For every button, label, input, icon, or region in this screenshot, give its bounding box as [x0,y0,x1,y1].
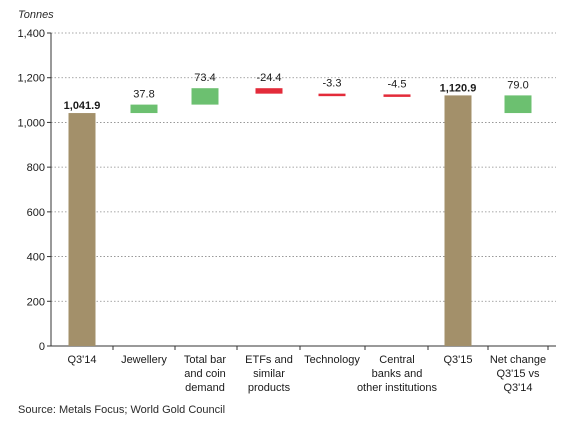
bar-2 [191,88,219,105]
x-tick-label-3-2: products [248,382,291,394]
data-label-3: -24.4 [256,72,281,84]
bar-4 [318,93,346,97]
data-label-2: 73.4 [194,72,215,84]
y-tick-label: 1,000 [17,117,45,129]
bar-7 [504,95,532,114]
source-note: Source: Metals Focus; World Gold Council [18,404,226,416]
y-tick-label: 600 [27,207,45,219]
bar-3 [255,88,283,94]
x-tick-label-2-0: Total bar [184,354,227,366]
x-tick-label-7-0: Net change [490,354,546,366]
data-label-7: 79.0 [507,79,528,91]
x-tick-label-5-2: other institutions [357,382,438,394]
bar-5 [383,94,411,97]
y-axis-unit-label: Tonnes [18,9,54,21]
x-tick-label-5-0: Central [379,354,414,366]
data-label-4: -3.3 [323,78,342,90]
data-label-5: -4.5 [388,78,407,90]
y-tick-label: 800 [27,162,45,174]
x-tick-label-7-1: Q3'15 vs [496,368,540,380]
y-tick-label: 1,400 [17,28,45,40]
x-tick-label-3-1: similar [253,368,285,380]
data-label-0: 1,041.9 [64,100,101,112]
data-label-1: 37.8 [133,89,154,101]
data-label-6: 1,120.9 [440,82,477,94]
y-tick-label: 0 [39,341,45,353]
x-tick-label-1-0: Jewellery [121,354,167,366]
bar-6 [444,95,472,346]
x-tick-label-7-2: Q3'14 [503,382,532,394]
x-tick-label-3-0: ETFs and [245,354,293,366]
x-tick-label-0-0: Q3'14 [67,354,96,366]
x-tick-label-5-1: banks and [372,368,423,380]
y-tick-label: 400 [27,252,45,264]
x-tick-label-6-0: Q3'15 [443,354,472,366]
y-tick-label: 1,200 [17,73,45,85]
y-tick-label: 200 [27,296,45,308]
x-tick-label-4-0: Technology [304,354,360,366]
bar-0 [68,113,96,346]
bar-1 [130,104,158,114]
x-tick-label-2-2: demand [185,382,225,394]
x-tick-label-2-1: and coin [184,368,226,380]
